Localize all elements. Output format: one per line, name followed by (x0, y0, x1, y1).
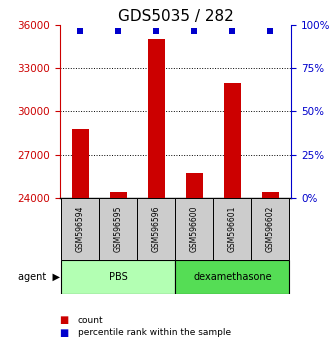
Bar (110, 192, 127, 198)
Bar (72, 129, 89, 198)
Text: GSM596602: GSM596602 (266, 206, 275, 252)
Text: dexamethasone: dexamethasone (193, 272, 272, 282)
Text: GSM596600: GSM596600 (190, 206, 199, 252)
Bar (137, 198, 175, 260)
Text: PBS: PBS (109, 272, 128, 282)
Bar (252, 198, 289, 260)
Bar (62, 198, 99, 260)
Text: ■: ■ (60, 328, 69, 338)
Bar (62, 260, 175, 294)
Text: GSM596601: GSM596601 (228, 206, 237, 252)
Bar (148, 39, 165, 198)
Bar (262, 192, 279, 198)
Title: GDS5035 / 282: GDS5035 / 282 (118, 8, 233, 24)
Bar (224, 82, 241, 198)
Text: agent  ▶: agent ▶ (18, 272, 60, 282)
Text: percentile rank within the sample: percentile rank within the sample (78, 328, 231, 337)
Text: GSM596594: GSM596594 (76, 206, 85, 252)
Text: count: count (78, 316, 103, 325)
Text: ■: ■ (60, 315, 69, 325)
Bar (186, 173, 203, 198)
Bar (213, 198, 252, 260)
Text: GSM596595: GSM596595 (114, 206, 123, 252)
Text: GSM596596: GSM596596 (152, 206, 161, 252)
Bar (175, 198, 213, 260)
Bar (99, 198, 137, 260)
Bar (175, 260, 289, 294)
